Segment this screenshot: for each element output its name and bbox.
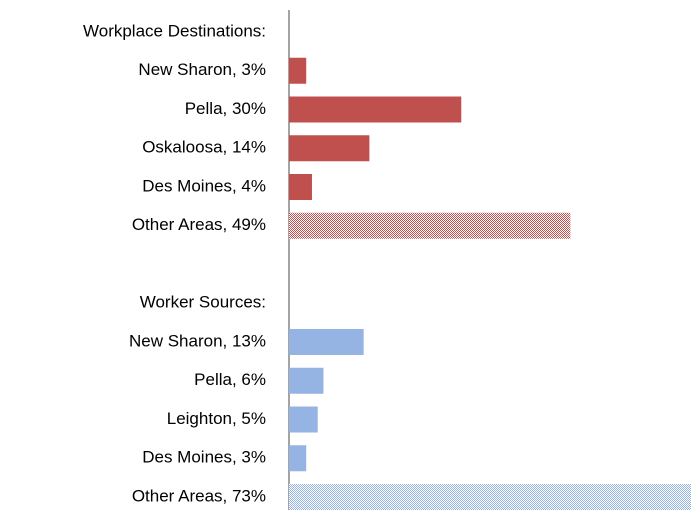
bar (289, 406, 318, 433)
category-label: Oskaloosa, 14% (142, 138, 266, 157)
category-label: Leighton, 5% (167, 409, 266, 428)
category-label: Pella, 30% (185, 99, 266, 118)
category-label: Workplace Destinations: (83, 21, 266, 40)
bar (289, 174, 312, 200)
bar (289, 445, 307, 472)
category-label: Pella, 6% (194, 370, 266, 389)
category-label: Des Moines, 3% (142, 448, 266, 467)
bar (289, 57, 307, 84)
category-label: New Sharon, 3% (138, 60, 266, 79)
bar (289, 367, 324, 394)
bar (289, 212, 571, 239)
category-label: Other Areas, 73% (132, 486, 266, 505)
category-label: Other Areas, 49% (132, 215, 266, 234)
category-label: Worker Sources: (140, 293, 266, 312)
bar (289, 484, 691, 510)
category-label: New Sharon, 13% (129, 331, 266, 350)
category-label: Des Moines, 4% (142, 176, 266, 195)
bar (289, 329, 364, 355)
bar (289, 96, 462, 123)
bar (289, 135, 370, 162)
